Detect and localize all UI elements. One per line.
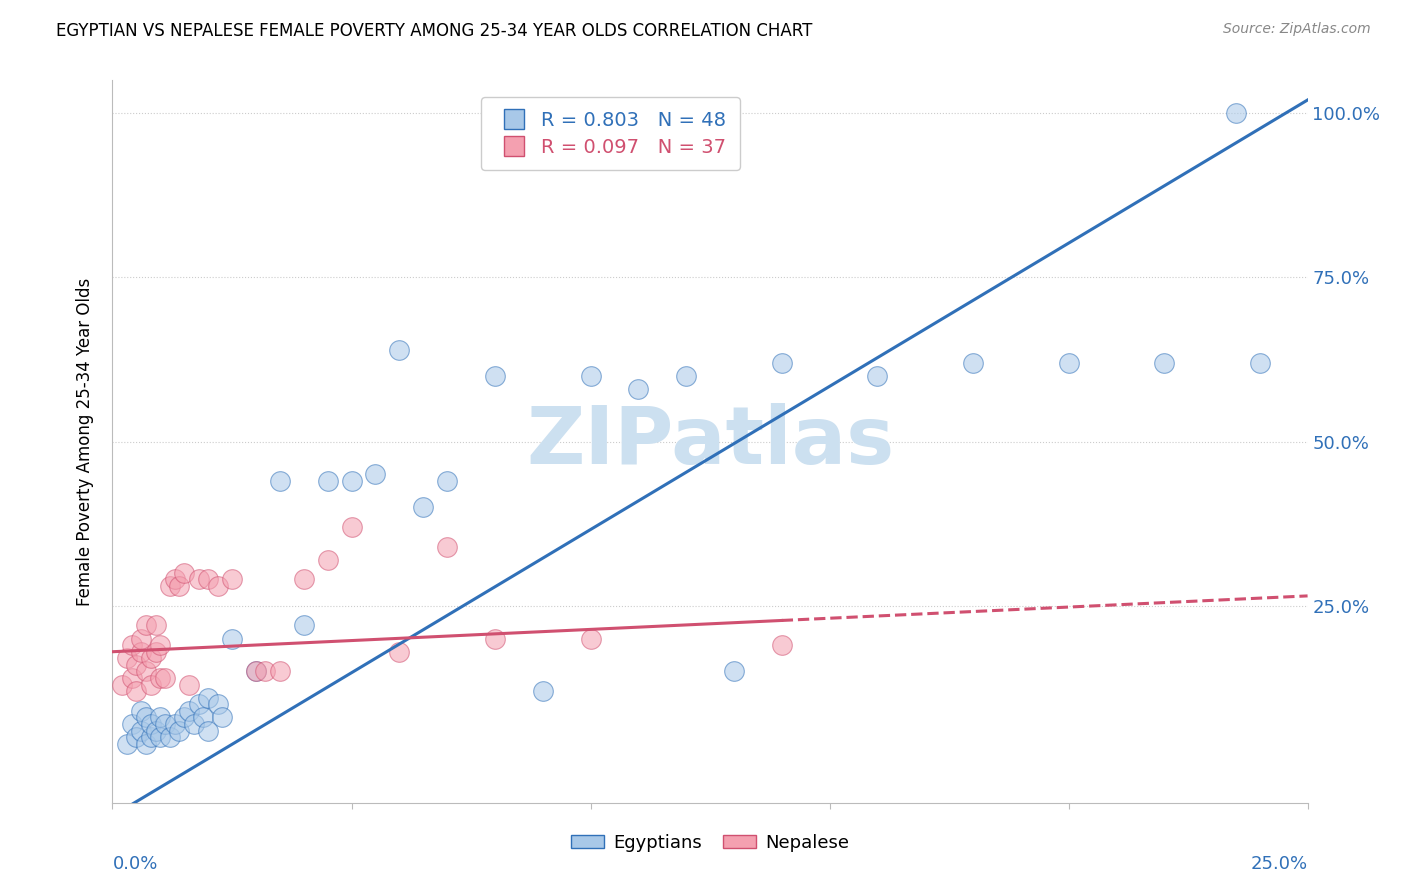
Point bbox=[135, 665, 157, 679]
Text: 25.0%: 25.0% bbox=[1250, 855, 1308, 873]
Point bbox=[125, 684, 148, 698]
Point bbox=[245, 665, 267, 679]
Point bbox=[1153, 356, 1175, 370]
Point bbox=[197, 723, 219, 738]
Point bbox=[149, 710, 172, 724]
Point bbox=[388, 645, 411, 659]
Point bbox=[207, 698, 229, 712]
Point bbox=[579, 632, 602, 646]
Point bbox=[129, 632, 152, 646]
Point bbox=[177, 704, 200, 718]
Point bbox=[364, 467, 387, 482]
Point bbox=[135, 737, 157, 751]
Point bbox=[340, 520, 363, 534]
Point bbox=[183, 717, 205, 731]
Point bbox=[149, 671, 172, 685]
Point bbox=[145, 618, 167, 632]
Y-axis label: Female Poverty Among 25-34 Year Olds: Female Poverty Among 25-34 Year Olds bbox=[76, 277, 94, 606]
Point bbox=[177, 677, 200, 691]
Point bbox=[627, 382, 650, 396]
Point bbox=[129, 704, 152, 718]
Point bbox=[173, 566, 195, 580]
Point bbox=[221, 632, 243, 646]
Point bbox=[121, 671, 143, 685]
Point bbox=[129, 645, 152, 659]
Point bbox=[269, 665, 291, 679]
Point bbox=[723, 665, 745, 679]
Point bbox=[770, 356, 793, 370]
Point bbox=[149, 638, 172, 652]
Point bbox=[484, 632, 506, 646]
Point bbox=[675, 368, 697, 383]
Point bbox=[1249, 356, 1271, 370]
Point bbox=[211, 710, 233, 724]
Point bbox=[245, 665, 267, 679]
Point bbox=[316, 553, 339, 567]
Point bbox=[254, 665, 277, 679]
Point bbox=[121, 717, 143, 731]
Point bbox=[125, 730, 148, 744]
Point bbox=[169, 723, 191, 738]
Point bbox=[187, 573, 209, 587]
Point bbox=[139, 730, 162, 744]
Point bbox=[388, 343, 411, 357]
Point bbox=[340, 474, 363, 488]
Point bbox=[149, 730, 172, 744]
Text: Source: ZipAtlas.com: Source: ZipAtlas.com bbox=[1223, 22, 1371, 37]
Point bbox=[770, 638, 793, 652]
Point bbox=[145, 645, 167, 659]
Point bbox=[436, 540, 458, 554]
Point bbox=[135, 618, 157, 632]
Point bbox=[153, 717, 176, 731]
Text: EGYPTIAN VS NEPALESE FEMALE POVERTY AMONG 25-34 YEAR OLDS CORRELATION CHART: EGYPTIAN VS NEPALESE FEMALE POVERTY AMON… bbox=[56, 22, 813, 40]
Point bbox=[484, 368, 506, 383]
Point bbox=[153, 671, 176, 685]
Point bbox=[1057, 356, 1080, 370]
Point bbox=[111, 677, 134, 691]
Point bbox=[145, 723, 167, 738]
Point bbox=[121, 638, 143, 652]
Point bbox=[163, 717, 186, 731]
Point bbox=[316, 474, 339, 488]
Point bbox=[221, 573, 243, 587]
Text: 0.0%: 0.0% bbox=[112, 855, 157, 873]
Point bbox=[866, 368, 889, 383]
Point bbox=[207, 579, 229, 593]
Point bbox=[269, 474, 291, 488]
Point bbox=[531, 684, 554, 698]
Point bbox=[139, 717, 162, 731]
Point bbox=[115, 737, 138, 751]
Point bbox=[1225, 106, 1247, 120]
Point bbox=[135, 710, 157, 724]
Point bbox=[125, 657, 148, 672]
Point bbox=[173, 710, 195, 724]
Point bbox=[193, 710, 215, 724]
Point bbox=[292, 618, 315, 632]
Point bbox=[962, 356, 984, 370]
Point bbox=[187, 698, 209, 712]
Point bbox=[139, 651, 162, 665]
Text: ZIPatlas: ZIPatlas bbox=[526, 402, 894, 481]
Legend: Egyptians, Nepalese: Egyptians, Nepalese bbox=[564, 826, 856, 859]
Point bbox=[412, 500, 434, 515]
Point bbox=[129, 723, 152, 738]
Point bbox=[579, 368, 602, 383]
Point bbox=[163, 573, 186, 587]
Point bbox=[159, 730, 181, 744]
Point bbox=[115, 651, 138, 665]
Point bbox=[436, 474, 458, 488]
Point bbox=[197, 573, 219, 587]
Point bbox=[292, 573, 315, 587]
Point bbox=[139, 677, 162, 691]
Point bbox=[169, 579, 191, 593]
Point bbox=[159, 579, 181, 593]
Point bbox=[197, 690, 219, 705]
